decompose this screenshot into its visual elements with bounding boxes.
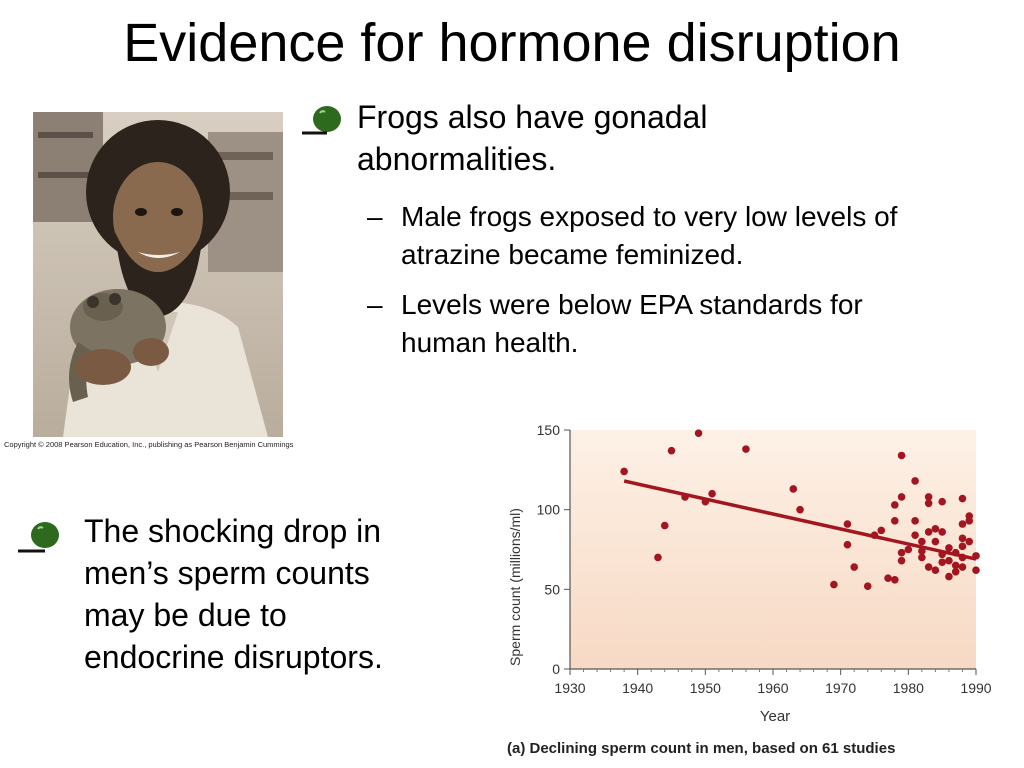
data-point	[911, 531, 919, 539]
data-point	[911, 517, 919, 525]
data-point	[945, 544, 953, 552]
data-point	[911, 477, 919, 485]
data-point	[924, 493, 933, 501]
data-point	[918, 553, 926, 562]
y-tick-label: 150	[537, 422, 561, 438]
data-point	[965, 517, 974, 525]
data-point	[958, 520, 967, 528]
x-tick-label: 1950	[690, 680, 721, 696]
x-tick-label: 1940	[622, 680, 653, 696]
data-point	[931, 537, 940, 546]
data-point	[877, 526, 886, 535]
plot-background	[570, 430, 976, 669]
data-point	[789, 485, 798, 493]
data-point	[843, 520, 852, 528]
dash-marker: –	[367, 201, 383, 232]
data-point	[694, 429, 703, 437]
bullet-line: abnormalities.	[357, 141, 557, 177]
data-point	[972, 552, 980, 560]
data-point	[951, 568, 960, 576]
data-point	[958, 542, 967, 551]
data-point	[945, 556, 953, 565]
slide-title: Evidence for hormone disruption	[123, 13, 901, 73]
sub-bullet-line: atrazine became feminized.	[401, 239, 744, 270]
sub-bullet-line: Levels were below EPA standards for	[401, 289, 863, 320]
data-point	[830, 580, 838, 589]
data-point	[850, 563, 858, 571]
data-point	[843, 540, 852, 549]
x-tick-label: 1930	[554, 680, 585, 696]
photo-copyright-caption: Copyright © 2008 Pearson Education, Inc.…	[4, 440, 294, 449]
sub-bullet-atrazine: – Male frogs exposed to very low levels …	[367, 198, 1017, 278]
data-point	[938, 497, 946, 506]
data-point	[891, 575, 899, 584]
data-point	[863, 582, 872, 590]
data-point	[891, 501, 899, 509]
chart-title: (a) Declining sperm count in men, based …	[507, 740, 895, 757]
data-point	[897, 556, 906, 565]
data-point	[938, 550, 946, 559]
data-point	[897, 548, 906, 557]
data-point	[620, 467, 628, 476]
x-axis-label: Year	[760, 708, 790, 725]
data-point	[891, 517, 899, 525]
data-point	[958, 494, 967, 503]
green-blob-bullet-icon	[18, 522, 59, 553]
data-point	[654, 553, 662, 562]
data-point	[884, 574, 892, 582]
x-tick-label: 1960	[757, 680, 788, 696]
sub-bullet-line: human health.	[401, 327, 579, 358]
sub-bullet-epa: – Levels were below EPA standards for hu…	[367, 286, 1017, 366]
data-point	[951, 561, 960, 570]
data-point	[701, 497, 710, 506]
green-blob-bullet-icon	[302, 106, 341, 135]
data-point	[897, 493, 906, 501]
y-tick-label: 50	[544, 581, 560, 597]
data-point	[796, 505, 804, 514]
data-point	[897, 451, 906, 460]
data-point	[938, 528, 946, 536]
bullet-line: men’s sperm counts	[84, 555, 370, 591]
sperm-count-scatter-chart: 0 50 100 150 1930 1940 1950 1960 1970 1980 1990 Sp…	[507, 422, 992, 757]
data-point	[660, 521, 669, 530]
data-point	[951, 548, 960, 557]
data-point	[924, 563, 933, 571]
scientist-with-frog-photo	[33, 112, 283, 437]
data-point	[918, 537, 926, 546]
data-point	[924, 528, 933, 536]
bullet-line: may be due to	[84, 597, 287, 633]
data-point	[958, 534, 967, 543]
bullet-frogs-text: Frogs also have gonadal abnormalities.	[357, 96, 707, 180]
data-point	[708, 489, 716, 498]
data-point	[870, 531, 879, 539]
bullet-line: Frogs also have gonadal	[357, 99, 708, 135]
y-tick-label: 0	[552, 661, 560, 677]
x-tick-label: 1980	[893, 680, 924, 696]
data-point	[938, 558, 946, 567]
data-point	[924, 499, 933, 508]
data-point	[667, 446, 676, 455]
data-point	[931, 524, 940, 533]
bullet-line: endocrine disruptors.	[84, 639, 383, 675]
data-point	[945, 572, 953, 581]
y-tick-label: 100	[537, 502, 561, 518]
x-tick-label: 1990	[960, 680, 991, 696]
data-point	[742, 445, 750, 453]
dash-marker: –	[367, 289, 383, 320]
data-point	[972, 566, 980, 575]
data-point	[931, 566, 940, 575]
y-axis-label: Sperm count (millions/ml)	[507, 508, 523, 666]
data-point	[958, 563, 967, 571]
sub-bullet-line: Male frogs exposed to very low levels of	[401, 201, 898, 232]
data-point	[958, 553, 967, 562]
data-point	[904, 545, 913, 554]
data-point	[681, 493, 689, 501]
data-point	[965, 537, 974, 546]
bullet-line: The shocking drop in	[84, 513, 382, 549]
x-tick-label: 1970	[825, 680, 856, 696]
data-point	[918, 547, 926, 555]
bullet-sperm-text: The shocking drop in men’s sperm counts …	[84, 510, 484, 678]
